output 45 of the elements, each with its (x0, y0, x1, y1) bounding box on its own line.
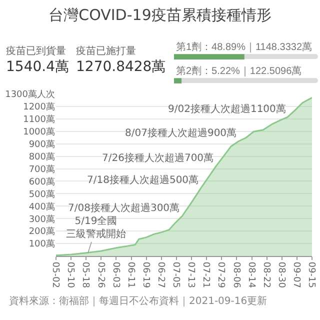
x-tick-label: 08-14 (246, 262, 256, 288)
text: 1540.4萬 (6, 58, 69, 76)
data-label: 第1劑：48.89%｜1148.3332萬 (176, 41, 312, 53)
annotation: 9/02接種人次超過1100萬 (168, 103, 286, 115)
x-tick-label: 09-07 (291, 262, 302, 288)
annotation: 8/07接種人次超過900萬 (125, 127, 237, 139)
y-tick-label: 900萬 (28, 139, 55, 150)
y-tick-label: 1000萬 (23, 126, 55, 138)
annotation: 7/18接種人次超過500萬 (87, 174, 199, 186)
x-tick-label: 05-18 (80, 262, 90, 288)
y-tick-label: 1300萬人次 (5, 89, 55, 100)
y-tick-label: 100萬 (28, 238, 55, 250)
text: 1270.8428萬 (76, 58, 166, 76)
x-tick-label: 08-30 (276, 262, 286, 288)
x-tick-label: 05-02 (50, 262, 60, 288)
x-tick-label: 07-21 (200, 262, 211, 288)
x-tick-label: 06-03 (110, 262, 120, 288)
y-tick-label: 800萬 (28, 151, 55, 162)
y-tick-label: 400萬 (28, 201, 55, 212)
text: 疫苗已到貨量 (6, 44, 67, 58)
y-tick-label: 700萬 (28, 164, 55, 175)
text: 疫苗已施打量 (76, 44, 137, 58)
source-note: 資料來源：衛福部｜每週日不公布資料｜2021-09-16更新 (9, 295, 268, 307)
x-tick-label: 06-11 (125, 262, 136, 288)
x-tick-label: 08-06 (230, 262, 241, 288)
y-tick-label: 1100萬 (23, 114, 55, 126)
annotation: 7/26接種人次超過700萬 (102, 152, 214, 164)
x-tick-label: 07-13 (186, 262, 196, 288)
annotation: 5/19全國三級警戒開始 (66, 215, 126, 240)
x-tick-label: 07-05 (170, 262, 181, 288)
x-tick-label: 09-15 (306, 262, 316, 288)
y-tick-label: 1200萬 (23, 102, 55, 113)
x-tick-label: 05-26 (95, 262, 106, 288)
x-tick-label: 06-19 (140, 262, 150, 288)
y-tick-label: 300萬 (28, 214, 55, 225)
x-tick-label: 08-22 (260, 262, 271, 288)
y-tick-label: 500萬 (28, 188, 55, 200)
text: 台灣COVID-19疫苗累積接種情形 (48, 6, 272, 25)
y-tick-label: 600萬 (28, 176, 55, 188)
x-tick-label: 05-10 (65, 262, 76, 288)
data-label: 第2劑：5.22%｜122.5096萬 (176, 65, 302, 77)
x-tick-label: 06-27 (155, 262, 166, 288)
x-tick-label: 07-29 (216, 262, 226, 288)
annotation: 7/08接種人次超過300萬 (68, 202, 180, 214)
y-tick-label: 200萬 (28, 226, 55, 238)
